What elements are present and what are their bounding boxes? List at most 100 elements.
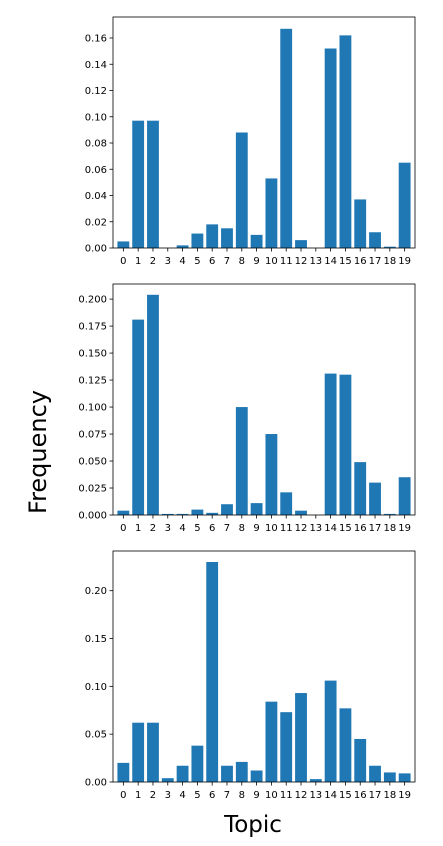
- x-tick-label: 3: [165, 523, 171, 534]
- chart-panel-3: 0 1 2 3 4 5 6 7 8 9 10 11 12 13 14 15 16 17 18 190.000.050.…: [85, 550, 416, 801]
- x-tick-label: 2: [150, 790, 156, 801]
- bar-3: [161, 778, 174, 782]
- bar-4: [176, 513, 189, 515]
- x-tick-label: 1: [135, 790, 141, 801]
- bar-0: [117, 241, 130, 248]
- x-tick-label: 15: [339, 256, 352, 267]
- bar-18: [383, 246, 396, 248]
- y-tick-label: 0.20: [85, 586, 107, 597]
- y-tick-label: 0.000: [78, 511, 107, 522]
- y-tick-label: 0.06: [85, 165, 107, 176]
- y-tick-label: 0.10: [85, 112, 107, 123]
- bar-10: [265, 178, 278, 248]
- bar-11: [280, 28, 293, 249]
- bar-4: [176, 765, 189, 782]
- y-tick-label: 0.00: [85, 244, 107, 255]
- x-tick-label: 16: [354, 523, 367, 534]
- x-tick-label: 11: [280, 523, 293, 534]
- y-tick-label: 0.200: [78, 295, 107, 306]
- bar-15: [339, 374, 352, 515]
- x-tick-label: 17: [369, 523, 382, 534]
- x-tick-label: 13: [309, 523, 322, 534]
- x-tick-label: 0: [120, 256, 126, 267]
- bar-18: [383, 513, 396, 515]
- y-tick-label: 0.025: [78, 484, 107, 495]
- bar-8: [235, 407, 248, 515]
- x-tick-label: 2: [150, 256, 156, 267]
- bar-14: [324, 680, 337, 782]
- bar-8: [235, 132, 248, 248]
- bar-8: [235, 761, 248, 782]
- bar-9: [250, 770, 263, 782]
- x-tick-label: 10: [265, 790, 278, 801]
- x-tick-label: 1: [135, 256, 141, 267]
- bar-17: [369, 765, 381, 782]
- y-tick-label: 0.075: [78, 430, 107, 441]
- x-tick-label: 10: [265, 256, 278, 267]
- x-tick-label: 7: [224, 256, 230, 267]
- y-axis-label: Frequency: [24, 390, 52, 514]
- x-tick-label: 6: [209, 523, 215, 534]
- y-tick-label: 0.14: [85, 60, 107, 71]
- bar-14: [324, 48, 337, 248]
- bar-1: [132, 319, 145, 515]
- x-tick-label: 8: [239, 790, 245, 801]
- plot-frame: [112, 550, 416, 783]
- x-tick-label: 1: [135, 523, 141, 534]
- bar-2: [147, 120, 159, 248]
- x-tick-label: 5: [194, 523, 200, 534]
- y-tick-label: 0.04: [85, 191, 107, 202]
- y-tick-label: 0.16: [85, 34, 107, 45]
- y-tick-label: 0.10: [85, 682, 107, 693]
- bar-9: [250, 503, 263, 515]
- x-tick-label: 5: [194, 256, 200, 267]
- x-tick-label: 7: [224, 790, 230, 801]
- y-tick-label: 0.05: [85, 730, 107, 741]
- x-tick-label: 0: [120, 523, 126, 534]
- x-tick-label: 13: [309, 790, 322, 801]
- x-tick-label: 6: [209, 256, 215, 267]
- bar-12: [295, 510, 307, 515]
- bar-10: [265, 701, 278, 782]
- bar-2: [147, 722, 159, 782]
- x-tick-label: 0: [120, 790, 126, 801]
- bar-19: [398, 477, 411, 515]
- bar-5: [191, 233, 204, 248]
- y-tick-label: 0.100: [78, 403, 107, 414]
- bar-15: [339, 35, 352, 249]
- bar-16: [354, 199, 367, 248]
- x-tick-label: 17: [369, 790, 382, 801]
- y-tick-label: 0.00: [85, 778, 107, 789]
- x-tick-label: 7: [224, 523, 230, 534]
- bar-5: [191, 509, 204, 515]
- x-tick-label: 16: [354, 256, 367, 267]
- y-tick-label: 0.125: [78, 376, 107, 387]
- plot-frame: [112, 16, 416, 249]
- bar-5: [191, 745, 204, 782]
- x-tick-label: 8: [239, 256, 245, 267]
- x-tick-label: 12: [295, 256, 308, 267]
- bar-7: [221, 504, 233, 515]
- y-tick-label: 0.08: [85, 139, 107, 150]
- x-tick-label: 14: [324, 523, 337, 534]
- bar-9: [250, 234, 263, 249]
- y-tick-label: 0.12: [85, 86, 107, 97]
- bar-14: [324, 373, 337, 515]
- x-tick-label: 11: [280, 790, 293, 801]
- bar-19: [398, 162, 411, 248]
- x-tick-label: 9: [253, 523, 259, 534]
- bar-1: [132, 722, 145, 782]
- x-tick-label: 2: [150, 523, 156, 534]
- x-tick-label: 19: [398, 523, 411, 534]
- x-tick-label: 14: [324, 790, 337, 801]
- x-tick-label: 11: [280, 256, 293, 267]
- bar-3: [161, 513, 174, 515]
- bar-11: [280, 492, 293, 515]
- bar-10: [265, 434, 278, 515]
- x-tick-label: 13: [309, 256, 322, 267]
- x-tick-label: 16: [354, 790, 367, 801]
- plot-frame: [112, 283, 416, 516]
- bar-18: [383, 772, 396, 782]
- y-tick-label: 0.02: [85, 217, 107, 228]
- x-tick-label: 15: [339, 523, 352, 534]
